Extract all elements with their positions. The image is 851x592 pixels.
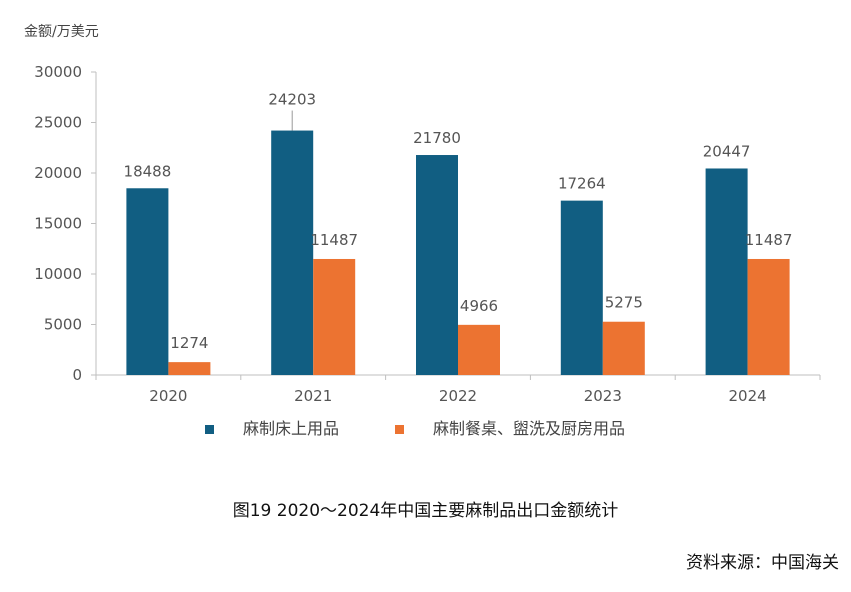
data-label: 17264	[558, 175, 606, 193]
data-label: 1274	[170, 334, 208, 352]
x-tick-label: 2024	[729, 387, 767, 405]
bars	[126, 130, 790, 375]
bar-series-2	[602, 321, 645, 375]
y-tick-label: 30000	[34, 63, 82, 81]
legend-label: 麻制床上用品	[243, 419, 339, 438]
bar-series-2	[168, 362, 211, 375]
legend: 麻制床上用品 麻制餐桌、盥洗及厨房用品	[205, 419, 625, 438]
chart: 金额/万美元 0 5000 10000 15000 20000 25000 30000 20…	[24, 24, 821, 438]
bar-series-2	[458, 324, 500, 375]
data-label: 5275	[605, 294, 643, 312]
y-axis-unit-label: 金额/万美元	[24, 24, 99, 40]
y-tick-label: 15000	[34, 215, 82, 233]
source-note: 资料来源：中国海关	[686, 553, 839, 573]
data-label: 24203	[268, 91, 316, 109]
data-label: 21780	[413, 129, 461, 147]
x-tick-label: 2023	[584, 387, 622, 405]
data-label: 11487	[310, 231, 358, 249]
bar-series-2	[313, 258, 356, 375]
x-tick-label: 2022	[439, 387, 477, 405]
x-axis: 2020 2021 2022 2023 2024	[95, 374, 821, 405]
y-axis: 0 5000 10000 15000 20000 25000 30000	[34, 63, 97, 384]
legend-label: 麻制餐桌、盥洗及厨房用品	[433, 419, 625, 438]
legend-swatch	[395, 425, 404, 434]
data-label: 18488	[124, 162, 172, 180]
y-tick-label: 25000	[34, 114, 82, 132]
y-tick-label: 5000	[44, 316, 82, 334]
bar-series-2	[747, 258, 790, 375]
x-tick-label: 2021	[294, 387, 332, 405]
data-labels: 18488 24203 21780 17264 20447 1274 11487 4966 52…	[124, 91, 793, 353]
bar-series-1	[416, 155, 458, 375]
x-tick-label: 2020	[149, 387, 187, 405]
y-tick-label: 0	[72, 366, 82, 384]
legend-swatch	[205, 425, 214, 434]
bar-series-1	[271, 130, 314, 375]
bar-series-1	[126, 188, 169, 375]
bar-series-1	[705, 168, 748, 375]
data-label: 4966	[460, 297, 498, 315]
y-tick-label: 20000	[34, 164, 82, 182]
data-label: 11487	[745, 231, 793, 249]
y-tick-label: 10000	[34, 265, 82, 283]
bar-series-1	[560, 200, 603, 375]
data-label: 20447	[703, 142, 751, 160]
figure-caption: 图19 2020～2024年中国主要麻制品出口金额统计	[232, 501, 619, 521]
